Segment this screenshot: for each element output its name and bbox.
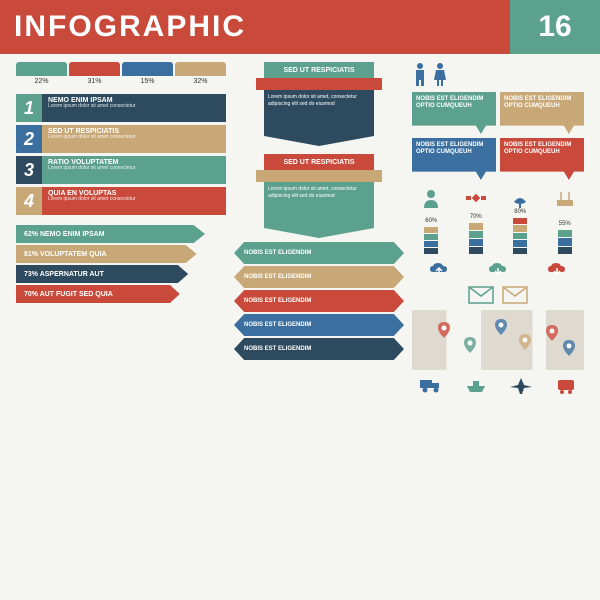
column-left: 22%31%15%32% 1NEMO ENIM IPSAMLorem ipsum… (16, 62, 226, 394)
train-icon (555, 378, 577, 394)
hex-label: NOBIS EST ELIGENDIM (234, 314, 404, 336)
tech-icons-row (412, 188, 584, 208)
row-number: 1 (16, 94, 42, 122)
truck-icon (420, 378, 442, 394)
ribbon-title: SED UT RESPICIATIS (264, 154, 374, 170)
hex-label: NOBIS EST ELIGENDIM (234, 242, 404, 264)
ribbon-tail (264, 228, 374, 238)
cloud-down-icon (486, 260, 510, 280)
row-number: 3 (16, 156, 42, 184)
column-middle: SED UT RESPICIATIS Lorem ipsum dolor sit… (234, 62, 404, 394)
column-right: NOBIS EST ELIGENDIM OPTIO CUMQUEUHNOBIS … (412, 62, 584, 394)
row-number: 2 (16, 125, 42, 153)
map-pin-icon (495, 319, 507, 335)
arrow-bar: 62% NEMO ENIM IPSAM (16, 225, 205, 243)
content-grid: 22%31%15%32% 1NEMO ENIM IPSAMLorem ipsum… (0, 54, 600, 402)
hex-labels: NOBIS EST ELIGENDIMNOBIS EST ELIGENDIMNO… (234, 242, 404, 360)
map-pin-icon (519, 334, 531, 350)
bar-column: 60% (412, 218, 451, 254)
callout-box: NOBIS EST ELIGENDIM OPTIO CUMQUEUH (500, 138, 584, 180)
tab: 32% (175, 62, 226, 88)
plane-icon (510, 378, 532, 394)
bar-column: 80% (501, 209, 540, 254)
ribbon-banners: SED UT RESPICIATIS Lorem ipsum dolor sit… (234, 62, 404, 238)
hex-label: NOBIS EST ELIGENDIM (234, 266, 404, 288)
tab: 31% (69, 62, 120, 88)
dish-icon (510, 188, 530, 208)
arrow-bar: 73% ASPERNATUR AUT (16, 265, 188, 283)
tab: 15% (122, 62, 173, 88)
bar-column: 55% (546, 221, 585, 254)
hex-label: NOBIS EST ELIGENDIM (234, 290, 404, 312)
header-number: 16 (510, 0, 600, 54)
bar-column: 70% (457, 214, 496, 254)
row-body: SED UT RESPICIATISLorem ipsum dolor sit … (42, 125, 226, 153)
tab-percent: 22% (16, 78, 67, 85)
tab-percent: 31% (69, 78, 120, 85)
ribbon-title: SED UT RESPICIATIS (264, 62, 374, 78)
tab-percent: 15% (122, 78, 173, 85)
arrow-bars: 62% NEMO ENIM IPSAM 81% VOLUPTATEM QUIA 73… (16, 225, 226, 303)
ribbon-body: Lorem ipsum dolor sit amet, consectetur … (264, 90, 374, 136)
numbered-row: 4QUIA EN VOLUPTASLorem ipsum dolor sit a… (16, 187, 226, 215)
satellite-icon (466, 188, 486, 208)
person-male-icon (412, 62, 428, 86)
envelope-icon (502, 286, 528, 304)
map-pin-icon (438, 322, 450, 338)
ribbon-band (256, 170, 382, 182)
ribbon-banner: SED UT RESPICIATIS Lorem ipsum dolor sit… (264, 154, 374, 238)
ribbon-band (256, 78, 382, 90)
person-female-icon (432, 62, 448, 86)
header-title: INFOGRAPHIC (0, 0, 510, 54)
header: INFOGRAPHIC 16 (0, 0, 600, 54)
ship-icon (465, 378, 487, 394)
row-body: NEMO ENIM IPSAMLorem ipsum dolor sit ame… (42, 94, 226, 122)
world-map (412, 310, 584, 370)
callout-box: NOBIS EST ELIGENDIM OPTIO CUMQUEUH (500, 92, 584, 134)
arrow-bar: 70% AUT FUGIT SED QUIA (16, 285, 180, 303)
numbered-row: 3RATIO VOLUPTATEMLorem ipsum dolor sit a… (16, 156, 226, 184)
row-number: 4 (16, 187, 42, 215)
map-pin-icon (464, 337, 476, 353)
percentage-tabs: 22%31%15%32% (16, 62, 226, 88)
row-body: QUIA EN VOLUPTASLorem ipsum dolor sit am… (42, 187, 226, 215)
tab: 22% (16, 62, 67, 88)
tab-percent: 32% (175, 78, 226, 85)
ribbon-banner: SED UT RESPICIATIS Lorem ipsum dolor sit… (264, 62, 374, 146)
envelope-icons-row (412, 286, 584, 304)
ribbon-body: Lorem ipsum dolor sit amet, consectetur … (264, 182, 374, 228)
callout-box: NOBIS EST ELIGENDIM OPTIO CUMQUEUH (412, 92, 496, 134)
map-pins (412, 310, 584, 370)
ribbon-tail (264, 136, 374, 146)
people-icons (412, 62, 448, 86)
cloud-icons-row (412, 260, 584, 280)
envelope-icon (468, 286, 494, 304)
router-icon (555, 188, 575, 208)
person-icon (421, 188, 441, 208)
arrow-bar: 81% VOLUPTATEM QUIA (16, 245, 197, 263)
numbered-rows: 1NEMO ENIM IPSAMLorem ipsum dolor sit am… (16, 94, 226, 215)
map-pin-icon (563, 340, 575, 356)
numbered-row: 1NEMO ENIM IPSAMLorem ipsum dolor sit am… (16, 94, 226, 122)
transport-icons-row (412, 378, 584, 394)
callout-box: NOBIS EST ELIGENDIM OPTIO CUMQUEUH (412, 138, 496, 180)
callout-boxes: NOBIS EST ELIGENDIM OPTIO CUMQUEUHNOBIS … (412, 92, 584, 180)
numbered-row: 2SED UT RESPICIATISLorem ipsum dolor sit… (16, 125, 226, 153)
stacked-bars: 60%70%80%55% (412, 214, 584, 254)
cloud-down-icon (545, 260, 569, 280)
row-body: RATIO VOLUPTATEMLorem ipsum dolor sit am… (42, 156, 226, 184)
cloud-up-icon (427, 260, 451, 280)
map-pin-icon (546, 325, 558, 341)
hex-label: NOBIS EST ELIGENDIM (234, 338, 404, 360)
